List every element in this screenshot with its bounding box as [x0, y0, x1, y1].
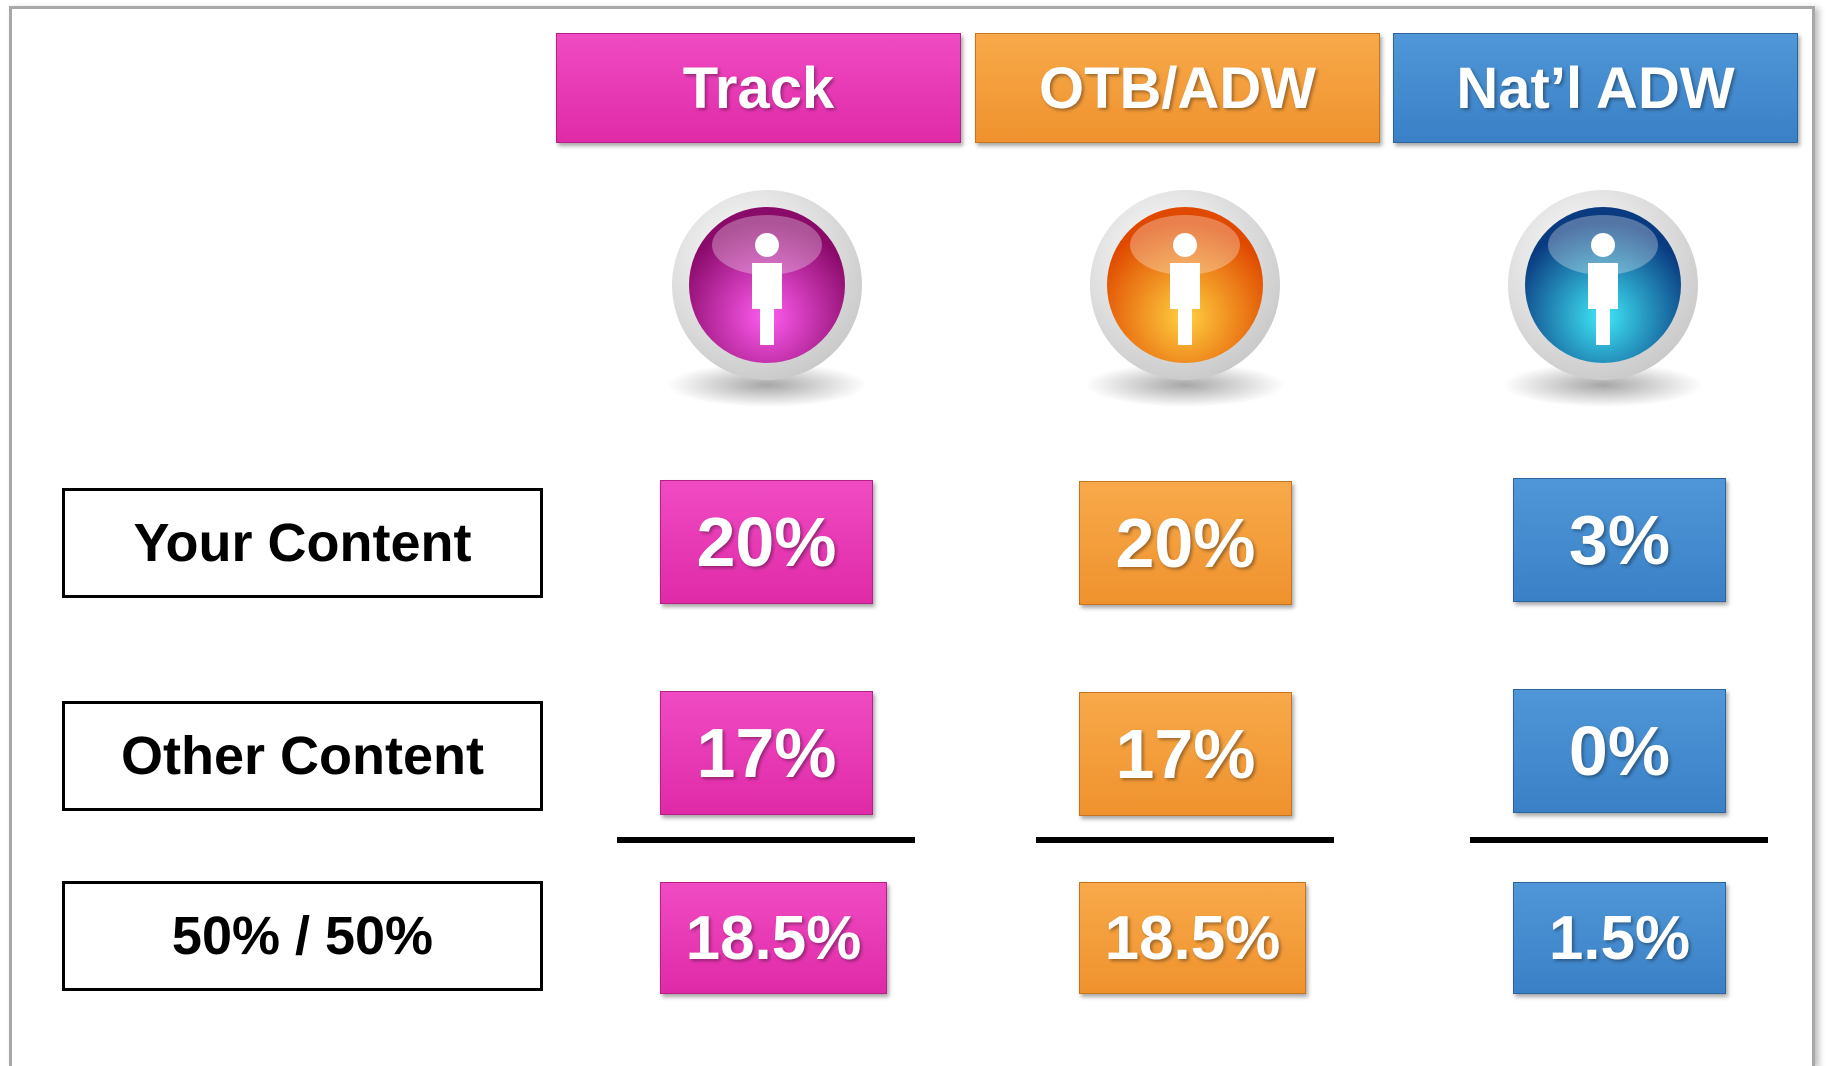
column-header: OTB/ADW: [975, 33, 1380, 143]
frame: [9, 6, 1815, 1066]
row-label: Your Content: [62, 488, 543, 598]
column-header: Track: [556, 33, 961, 143]
sum-rule: [1470, 837, 1768, 843]
cell: 20%: [660, 480, 873, 604]
cell: 18.5%: [660, 882, 887, 994]
cell: 0%: [1513, 689, 1726, 813]
icons: [667, 190, 1703, 407]
icon: [1503, 190, 1703, 407]
icon: [667, 190, 867, 407]
sum-rule: [1036, 837, 1334, 843]
row-label: 50% / 50%: [62, 881, 543, 991]
cell: 17%: [1079, 692, 1292, 816]
icon: [1085, 190, 1285, 407]
sum-rule: [617, 837, 915, 843]
cell: 3%: [1513, 478, 1726, 602]
cell: 17%: [660, 691, 873, 815]
cell: 18.5%: [1079, 882, 1306, 994]
cell: 20%: [1079, 481, 1292, 605]
column-header: Nat’l ADW: [1393, 33, 1798, 143]
row-label: Other Content: [62, 701, 543, 811]
cell: 1.5%: [1513, 882, 1726, 994]
